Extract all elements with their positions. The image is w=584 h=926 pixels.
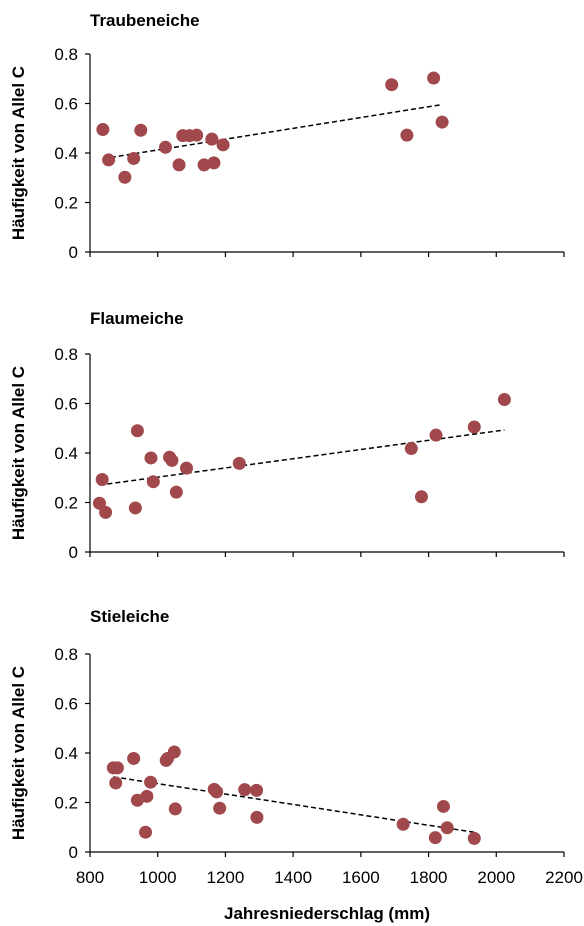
data-point	[428, 831, 442, 845]
y-tick-label: 0	[69, 843, 78, 862]
data-point	[250, 783, 264, 797]
x-tick-label: 1600	[342, 868, 380, 887]
data-point	[128, 501, 142, 515]
data-point	[168, 802, 182, 816]
y-tick-label: 0.4	[54, 144, 78, 163]
x-tick-label: 2200	[545, 868, 583, 887]
panel-title: Traubeneiche	[90, 11, 200, 30]
data-point	[238, 783, 252, 797]
data-point	[167, 745, 181, 759]
data-point	[134, 123, 148, 137]
data-point	[250, 810, 264, 824]
y-tick-label: 0	[69, 543, 78, 562]
data-point	[436, 799, 450, 813]
y-tick-label: 0.8	[54, 645, 78, 664]
y-tick-label: 0.2	[54, 194, 78, 213]
data-point	[440, 821, 454, 835]
data-point	[467, 420, 481, 434]
data-point	[110, 761, 124, 775]
x-axis-title: Jahresniederschlag (mm)	[224, 904, 430, 923]
x-tick-label: 1400	[274, 868, 312, 887]
data-point	[109, 776, 123, 790]
data-point	[396, 817, 410, 831]
x-tick-label: 800	[76, 868, 104, 887]
data-point	[467, 831, 481, 845]
data-point	[197, 158, 211, 172]
data-point	[102, 153, 116, 167]
data-point	[165, 453, 179, 467]
y-tick-label: 0.8	[54, 345, 78, 364]
y-tick-label: 0.8	[54, 45, 78, 64]
trend-line	[99, 429, 505, 486]
y-axis-title: Häufigkeit von Allel C	[9, 66, 28, 240]
trend-line	[102, 103, 443, 160]
panel-title: Flaumeiche	[90, 309, 184, 328]
y-tick-label: 0.6	[54, 395, 78, 414]
y-tick-label: 0.2	[54, 794, 78, 813]
data-point	[190, 128, 204, 142]
data-point	[146, 475, 160, 489]
data-point	[427, 71, 441, 85]
data-point	[169, 485, 183, 499]
trend-line	[113, 776, 475, 834]
data-point	[127, 751, 141, 765]
data-point	[92, 496, 106, 510]
y-tick-label: 0.6	[54, 695, 78, 714]
data-point	[213, 801, 227, 815]
y-tick-label: 0.4	[54, 744, 78, 763]
y-tick-label: 0.4	[54, 444, 78, 463]
data-point	[172, 158, 186, 172]
data-point	[414, 490, 428, 504]
data-point	[144, 451, 158, 465]
data-point	[216, 138, 230, 152]
data-point	[144, 775, 158, 789]
data-point	[140, 789, 154, 803]
data-point	[179, 461, 193, 475]
y-axis-title: Häufigkeit von Allel C	[9, 666, 28, 840]
data-point	[429, 428, 443, 442]
x-tick-label: 1800	[410, 868, 448, 887]
data-point	[95, 472, 109, 486]
data-point	[232, 456, 246, 470]
data-point	[400, 128, 414, 142]
data-point	[205, 132, 219, 146]
y-tick-label: 0	[69, 243, 78, 262]
data-point	[159, 140, 173, 154]
data-point	[435, 115, 449, 129]
data-point	[118, 170, 132, 184]
x-tick-label: 2000	[477, 868, 515, 887]
data-point	[96, 122, 110, 136]
y-axis-title: Häufigkeit von Allel C	[9, 366, 28, 540]
data-point	[207, 156, 221, 170]
data-point	[139, 825, 153, 839]
y-tick-label: 0.2	[54, 494, 78, 513]
data-point	[99, 505, 113, 519]
x-tick-label: 1200	[207, 868, 245, 887]
data-point	[210, 785, 224, 799]
data-point	[130, 424, 144, 438]
x-tick-label: 1000	[139, 868, 177, 887]
panel-title: Stieleiche	[90, 607, 169, 626]
data-point	[497, 393, 511, 407]
data-point	[385, 78, 399, 92]
data-point	[404, 442, 418, 456]
y-tick-label: 0.6	[54, 95, 78, 114]
data-point	[127, 151, 141, 165]
